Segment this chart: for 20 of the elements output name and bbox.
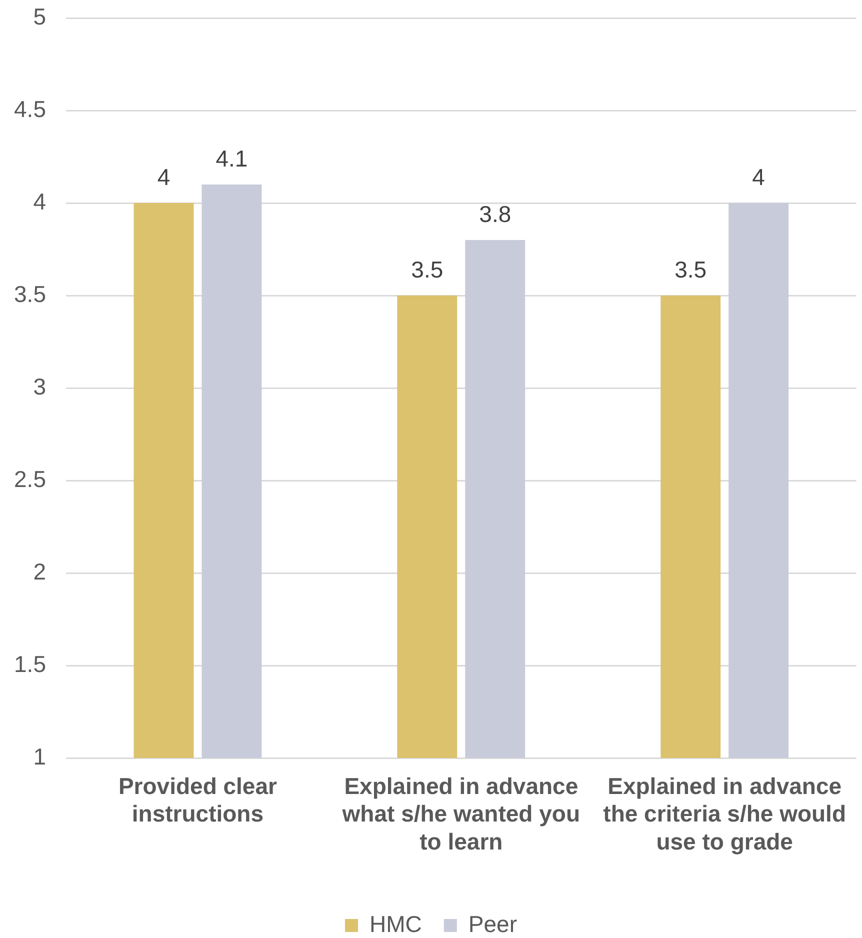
data-label: 4 [752, 164, 766, 190]
data-label: 4.1 [216, 146, 248, 172]
y-tick-label: 1.5 [14, 650, 46, 677]
y-tick-label: 5 [33, 3, 46, 30]
y-tick-label: 3.5 [14, 280, 46, 307]
x-tick-label: Explained in advance the criteria s/he would use to grade [603, 773, 846, 854]
data-label: 3.5 [411, 256, 444, 282]
y-tick-label: 3 [33, 373, 46, 400]
data-label: 3.5 [674, 256, 707, 282]
y-tick-label: 2.5 [14, 466, 46, 492]
x-tick-label: Explained in advance what s/he wanted you to learn [341, 773, 580, 854]
legend-label: Peer [468, 910, 518, 937]
data-label: 4 [157, 164, 170, 190]
y-tick-label: 1 [33, 743, 46, 770]
x-tick-label: Provided clear instructions [118, 773, 278, 827]
y-tick-label: 2 [33, 558, 46, 584]
y-tick-label: 4.5 [14, 96, 46, 122]
legend-label: HMC [370, 910, 422, 937]
y-tick-label: 4 [33, 188, 46, 214]
data-label: 3.8 [479, 201, 512, 227]
